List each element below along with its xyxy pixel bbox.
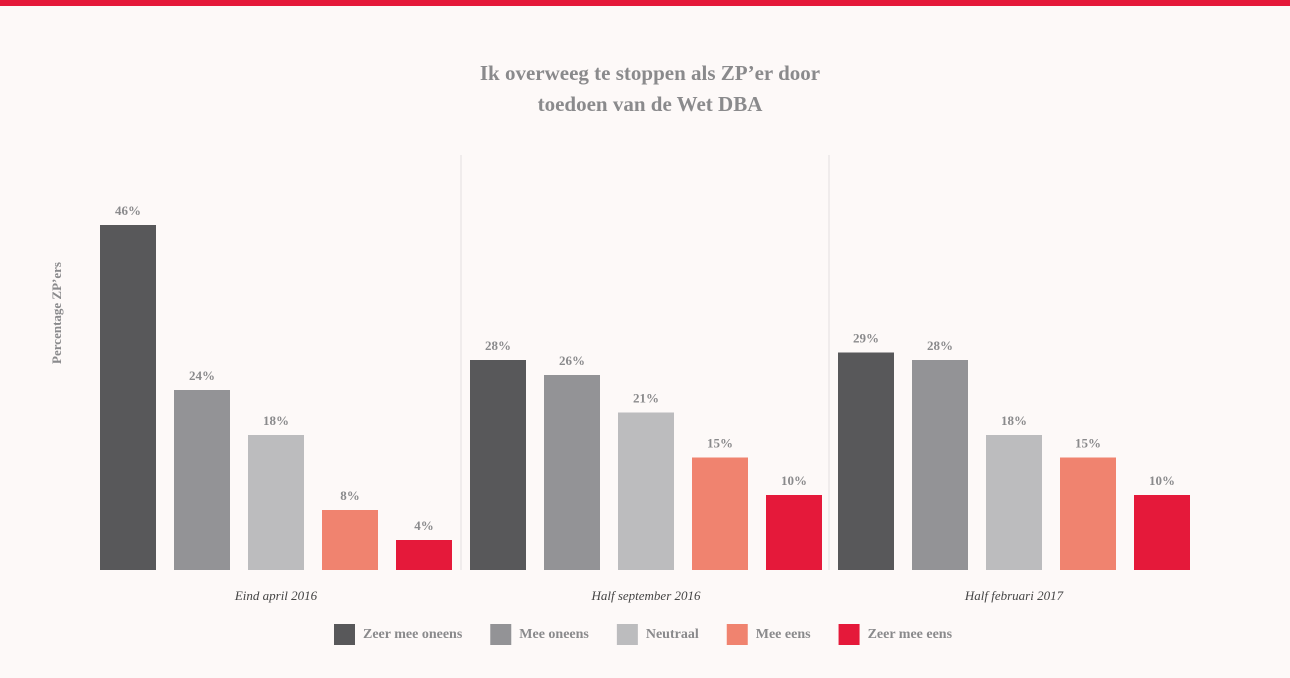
- legend-label: Zeer mee eens: [868, 627, 953, 642]
- data-label: 46%: [115, 203, 141, 218]
- data-label: 8%: [340, 488, 360, 503]
- data-label: 15%: [707, 435, 733, 450]
- bar: [1134, 495, 1190, 570]
- data-label: 10%: [781, 473, 807, 488]
- data-label: 18%: [1001, 413, 1027, 428]
- bar: [912, 360, 968, 570]
- data-label: 4%: [414, 518, 434, 533]
- data-label: 15%: [1075, 435, 1101, 450]
- data-label: 26%: [559, 353, 585, 368]
- bar: [100, 225, 156, 570]
- bar: [470, 360, 526, 570]
- y-axis-label: Percentage ZP’ers: [49, 262, 64, 364]
- legend-swatch: [334, 624, 355, 645]
- legend-label: Mee oneens: [519, 627, 589, 642]
- legend-swatch: [616, 624, 638, 645]
- chart-title: Ik overweeg te stoppen als ZP’er door to…: [479, 61, 821, 116]
- bar: [322, 510, 378, 570]
- bar: [396, 540, 452, 570]
- top-bar: [0, 0, 1290, 6]
- bar: [766, 495, 822, 570]
- legend-swatch: [838, 624, 860, 645]
- bar: [838, 352, 894, 570]
- legend-swatch: [490, 624, 512, 645]
- x-tick-label: Half februari 2017: [964, 588, 1064, 603]
- data-label: 10%: [1149, 473, 1175, 488]
- x-tick-label: Eind april 2016: [234, 588, 318, 603]
- bar: [174, 390, 230, 570]
- bar: [692, 457, 748, 570]
- x-tick-label: Half september 2016: [590, 588, 701, 603]
- legend-label: Neutraal: [646, 627, 699, 642]
- bar: [618, 412, 674, 570]
- data-label: 18%: [263, 413, 289, 428]
- legend-label: Zeer mee oneens: [363, 627, 463, 642]
- bar: [544, 375, 600, 570]
- legend-label: Mee eens: [756, 627, 811, 642]
- bar: [1060, 457, 1116, 570]
- data-label: 21%: [633, 390, 659, 405]
- data-label: 28%: [485, 338, 511, 353]
- bar: [248, 435, 304, 570]
- data-label: 28%: [927, 338, 953, 353]
- legend-swatch: [726, 624, 748, 645]
- data-label: 24%: [189, 368, 215, 383]
- data-label: 29%: [853, 330, 879, 345]
- bar: [986, 435, 1042, 570]
